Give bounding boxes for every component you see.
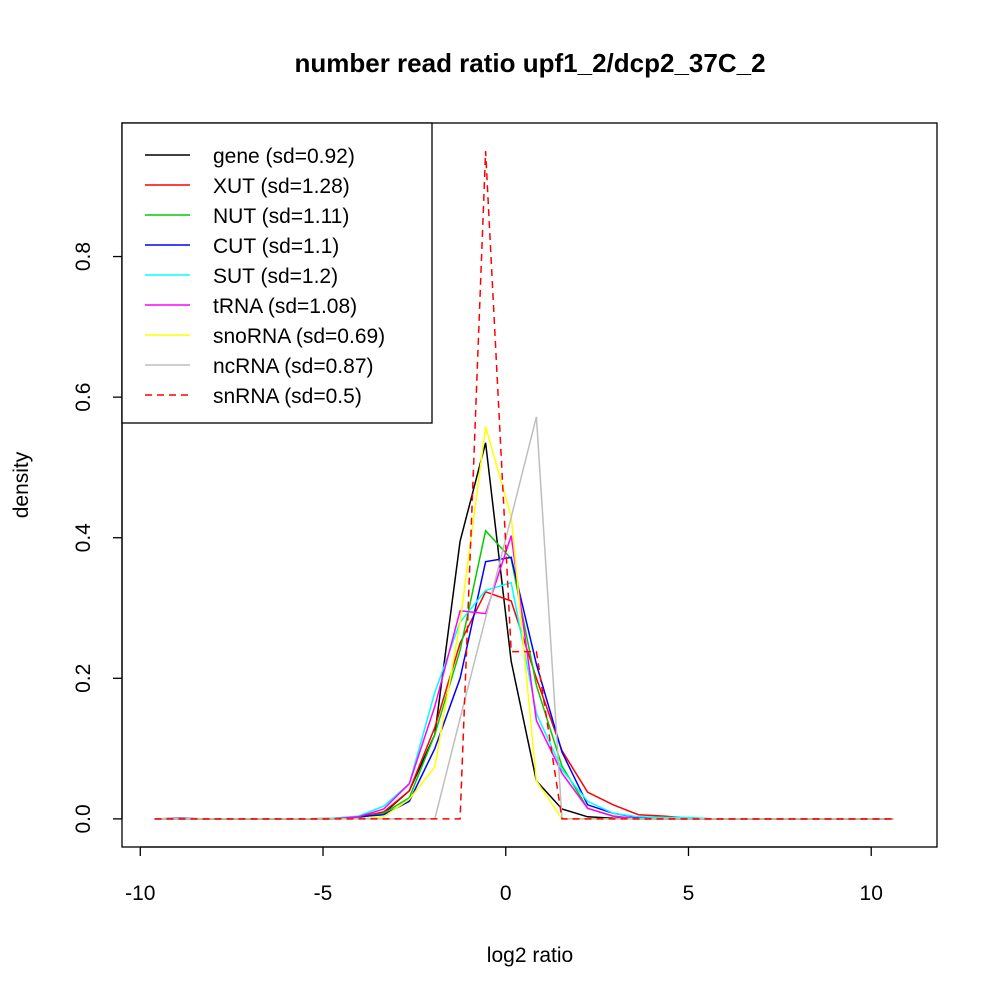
x-tick-label: 5 — [683, 882, 695, 905]
legend: gene (sd=0.92) XUT (sd=1.28) NUT (sd=1.11)… — [121, 122, 433, 424]
y-tick-label: 0.0 — [72, 804, 95, 833]
x-tick-label: 0 — [500, 882, 512, 905]
legend-label: tRNA (sd=1.08) — [213, 295, 357, 318]
x-tick-label: -5 — [314, 882, 333, 905]
legend-label: snoRNA (sd=0.69) — [213, 325, 385, 348]
series-layer — [154, 151, 894, 820]
legend-box — [121, 122, 433, 424]
y-tick-label: 0.4 — [72, 523, 95, 553]
y-axis-label: density — [10, 451, 33, 518]
legend-label: CUT (sd=1.1) — [213, 235, 339, 258]
y-tick-label: 0.8 — [72, 242, 95, 271]
axes-layer: -10 -5 0 5 10 0.0 0.2 0.4 0.6 0.8 — [72, 242, 883, 905]
x-tick-label: -10 — [125, 882, 155, 905]
legend-label: SUT (sd=1.2) — [213, 265, 338, 288]
legend-label: snRNA (sd=0.5) — [213, 385, 362, 408]
legend-label: gene (sd=0.92) — [213, 145, 355, 168]
x-axis-label: log2 ratio — [487, 944, 573, 967]
chart-title: number read ratio upf1_2/dcp2_37C_2 — [294, 48, 765, 78]
x-tick-label: 10 — [860, 882, 883, 905]
legend-label: ncRNA (sd=0.87) — [213, 355, 374, 378]
y-tick-label: 0.2 — [72, 664, 95, 693]
series-line-8 — [154, 151, 894, 820]
legend-label: XUT (sd=1.28) — [213, 175, 350, 198]
y-tick-label: 0.6 — [72, 383, 95, 412]
legend-label: NUT (sd=1.11) — [213, 205, 349, 228]
